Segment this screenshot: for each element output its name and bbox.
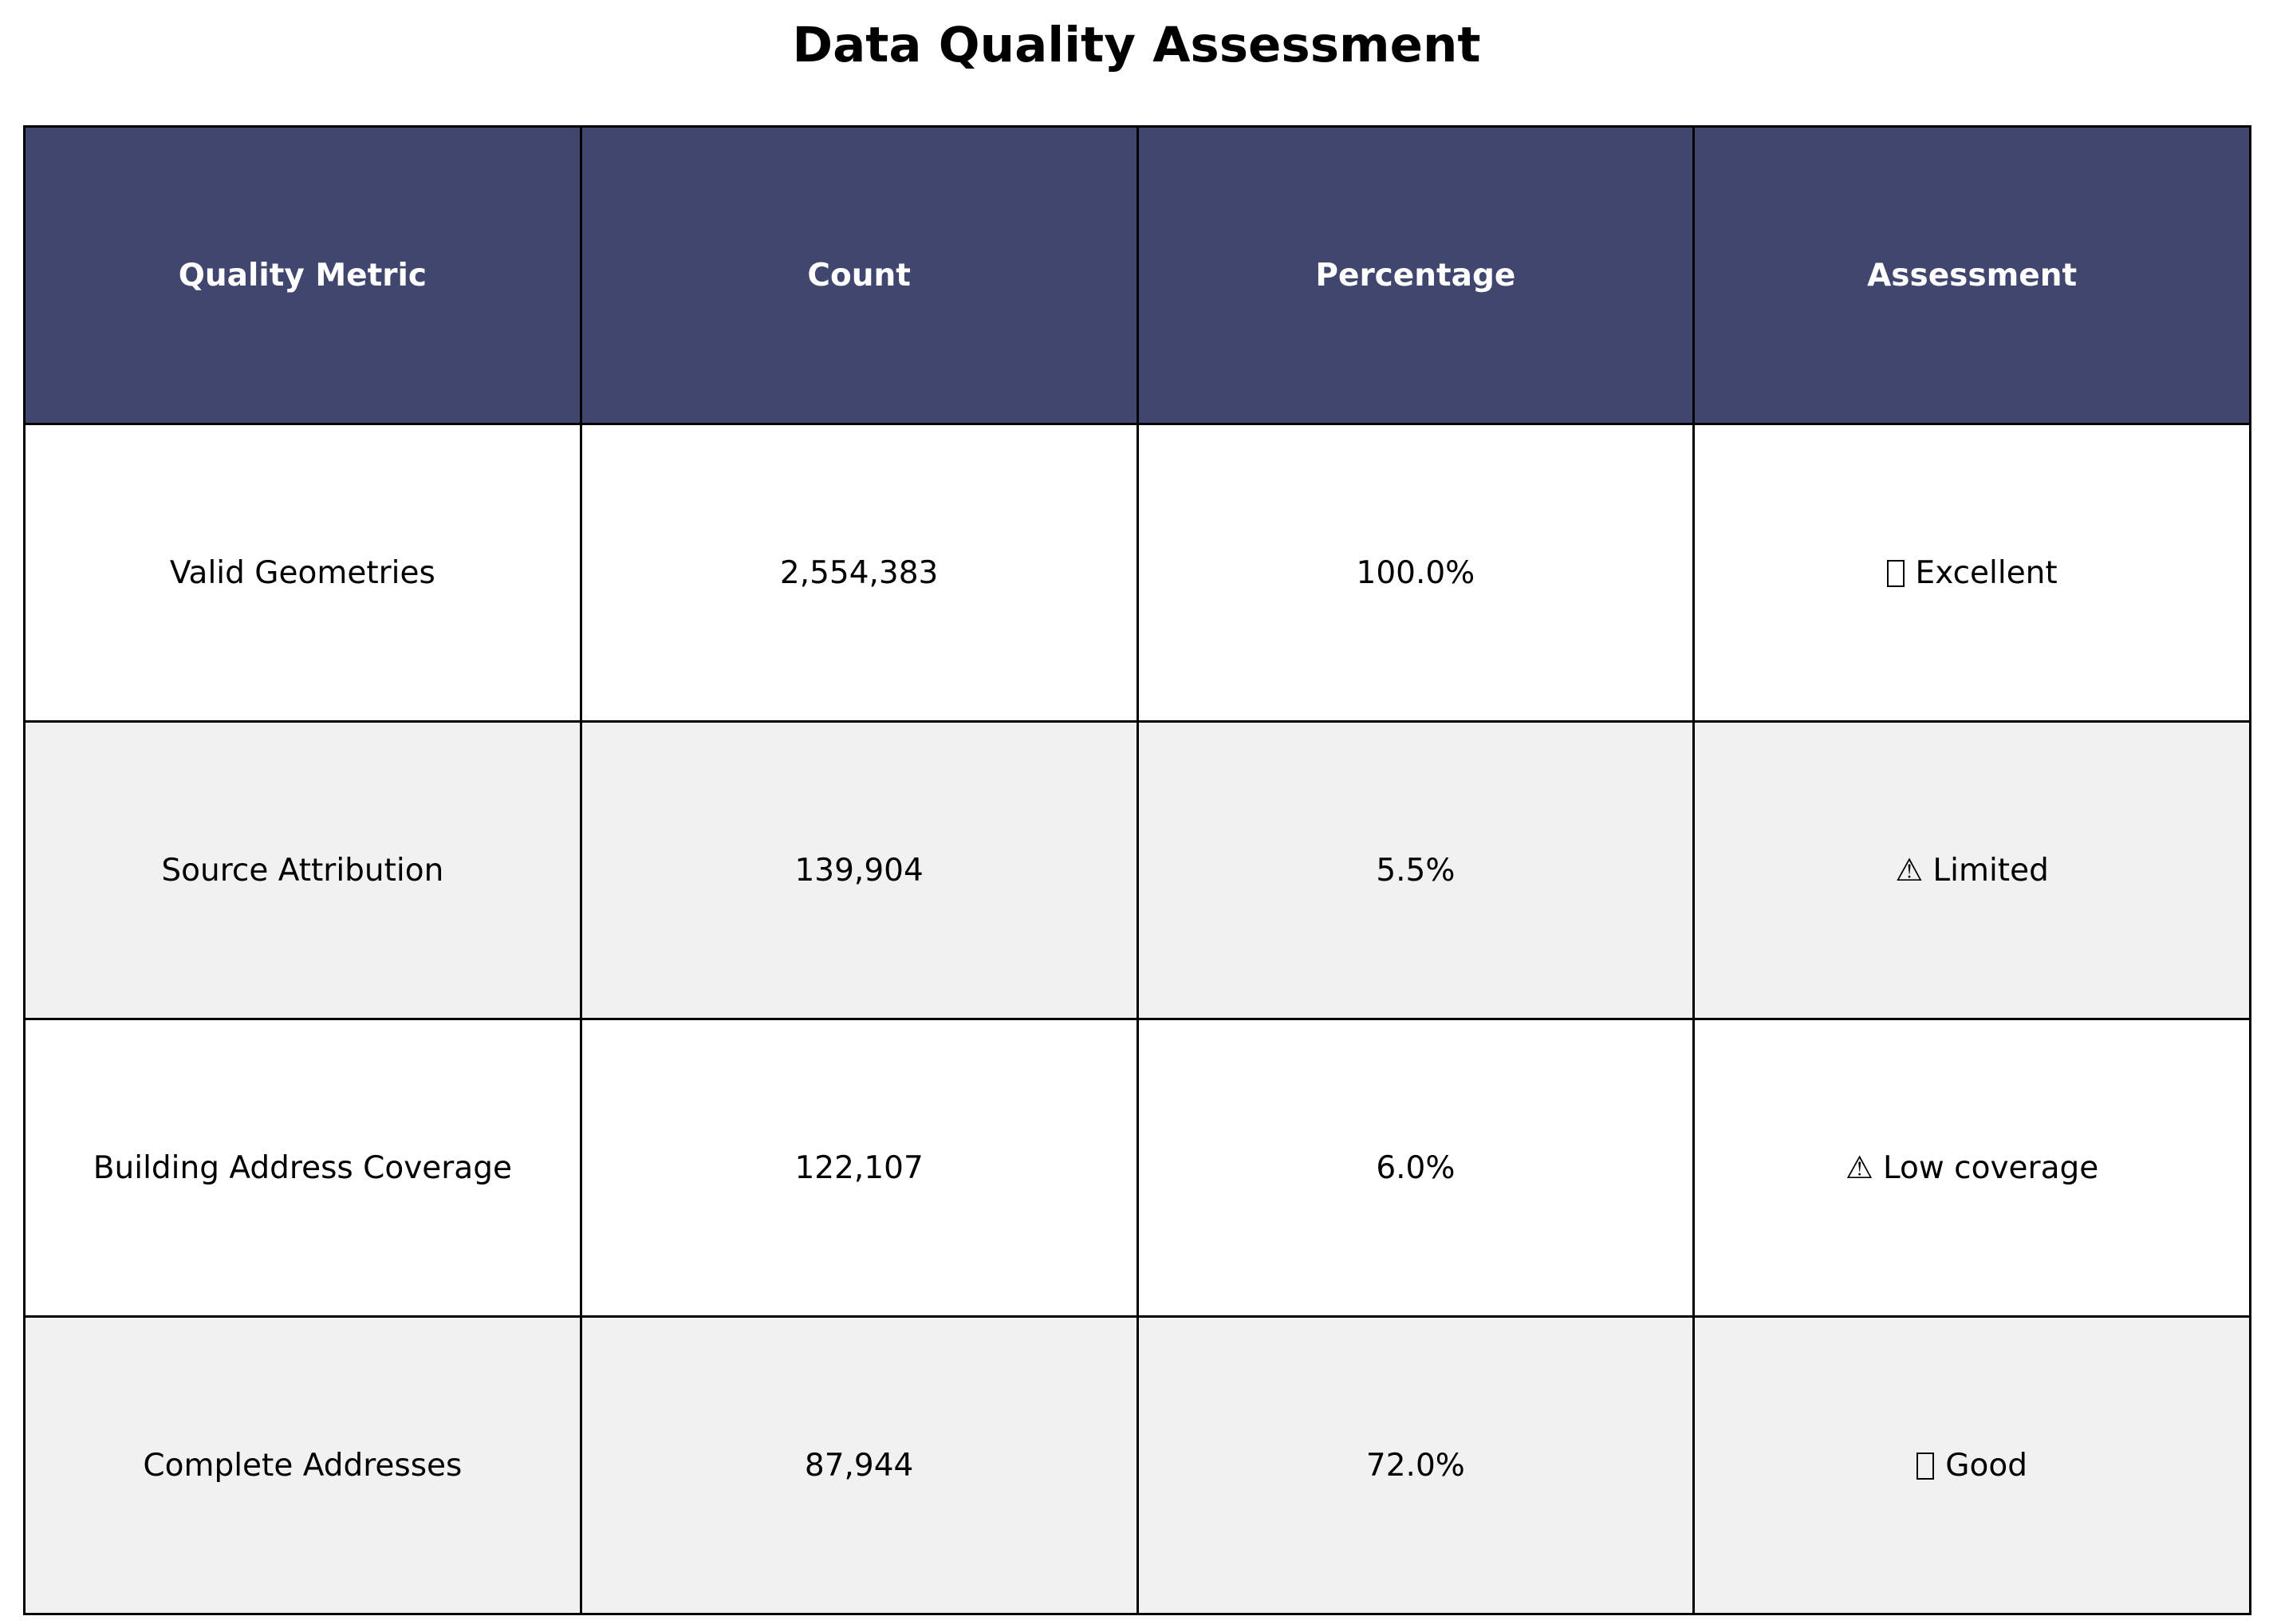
- assessment-label: Good: [1945, 1447, 2027, 1484]
- table-header-row: Quality Metric Count Percentage Assessme…: [23, 125, 2251, 425]
- percentage-cell: 5.5%: [1136, 720, 1696, 1020]
- assessment-cell: ⚠ Limited: [1692, 720, 2251, 1020]
- count-cell: 87,944: [579, 1315, 1139, 1615]
- assessment-label: Excellent: [1915, 554, 2058, 591]
- missing-glyph-icon: [1916, 1452, 1935, 1480]
- metric-cell: Valid Geometries: [23, 423, 582, 723]
- column-header-quality-metric: Quality Metric: [23, 125, 582, 425]
- assessment-cell: ⚠ Low coverage: [1692, 1018, 2251, 1318]
- warning-icon: ⚠: [1846, 1149, 1873, 1186]
- missing-glyph-icon: [1886, 559, 1905, 587]
- quality-table-container: Quality Metric Count Percentage Assessme…: [23, 125, 2251, 1615]
- percentage-cell: 6.0%: [1136, 1018, 1696, 1318]
- count-cell: 139,904: [579, 720, 1139, 1020]
- percentage-cell: 100.0%: [1136, 423, 1696, 723]
- table-row: Building Address Coverage 122,107 6.0% ⚠…: [23, 1018, 2251, 1318]
- metric-cell: Source Attribution: [23, 720, 582, 1020]
- table-row: Valid Geometries 2,554,383 100.0% Excell…: [23, 423, 2251, 723]
- metric-cell: Complete Addresses: [23, 1315, 582, 1615]
- warning-icon: ⚠: [1895, 852, 1924, 889]
- assessment-cell: Good: [1692, 1315, 2251, 1615]
- quality-table: Quality Metric Count Percentage Assessme…: [23, 125, 2251, 1615]
- assessment-label: Low coverage: [1882, 1149, 2099, 1186]
- count-cell: 2,554,383: [579, 423, 1139, 723]
- column-header-count: Count: [579, 125, 1139, 425]
- table-row: Complete Addresses 87,944 72.0% Good: [23, 1315, 2251, 1615]
- count-cell: 122,107: [579, 1018, 1139, 1318]
- table-row: Source Attribution 139,904 5.5% ⚠ Limited: [23, 720, 2251, 1020]
- column-header-assessment: Assessment: [1692, 125, 2251, 425]
- assessment-cell: Excellent: [1692, 423, 2251, 723]
- percentage-cell: 72.0%: [1136, 1315, 1696, 1615]
- assessment-label: Limited: [1932, 852, 2049, 889]
- column-header-percentage: Percentage: [1136, 125, 1696, 425]
- page-title: Data Quality Assessment: [792, 17, 1481, 73]
- metric-cell: Building Address Coverage: [23, 1018, 582, 1318]
